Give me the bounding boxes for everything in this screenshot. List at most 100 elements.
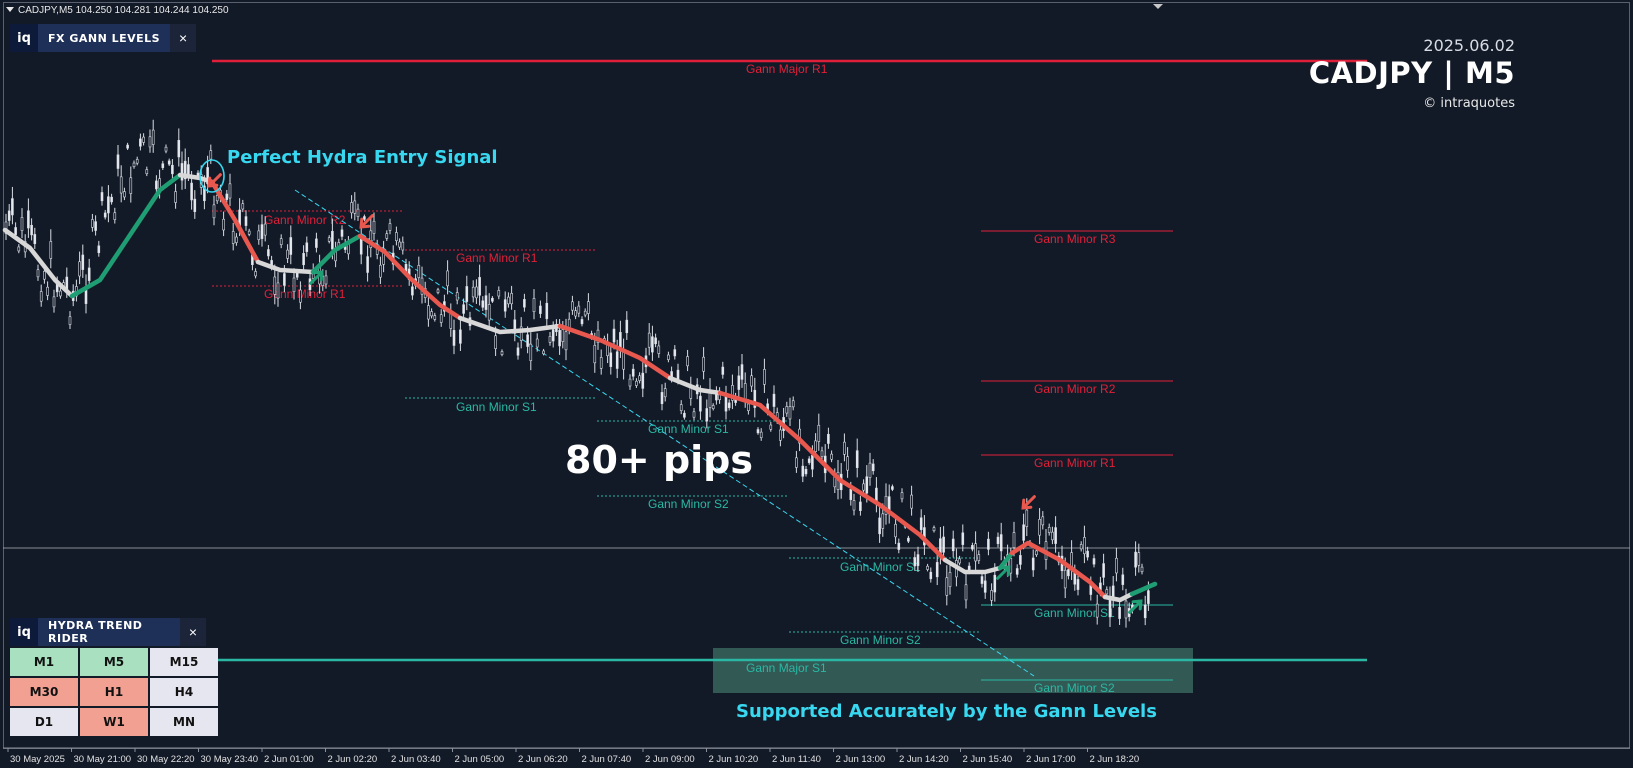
candle-body <box>532 298 536 312</box>
candle-body <box>1022 524 1025 541</box>
candle-body <box>897 542 901 550</box>
candle-body <box>263 223 267 236</box>
candle-body <box>1108 598 1112 618</box>
candle-body <box>843 441 846 455</box>
hydra-trend-segment <box>1129 581 1158 597</box>
candle-body <box>289 237 293 255</box>
candle-body <box>763 369 766 385</box>
candle-body <box>948 572 952 587</box>
candle-body <box>900 492 904 500</box>
candle-body <box>660 392 664 405</box>
candle-body <box>279 238 283 245</box>
candle-body <box>119 176 123 194</box>
close-icon[interactable]: × <box>180 618 206 646</box>
timeframe-m5[interactable]: M5 <box>80 648 148 676</box>
candle-body <box>1137 552 1141 566</box>
candle-body <box>30 224 33 236</box>
gann-minor-s2-label-4: Gann Minor S2 <box>840 633 921 647</box>
candle-body <box>247 230 251 235</box>
candle-body <box>401 241 405 251</box>
candle-body <box>628 378 632 387</box>
hydra-trend-segment <box>310 233 363 275</box>
candle-body <box>599 357 603 369</box>
time-axis-label: 2 Jun 01:00 <box>264 754 314 765</box>
gann-minor-s1-label-5: Gann Minor S1 <box>1034 606 1115 620</box>
candle-body <box>631 368 635 377</box>
candle-body <box>657 345 661 354</box>
candle-body <box>750 375 753 387</box>
timeframe-d1[interactable]: D1 <box>10 708 78 736</box>
candle-body <box>561 329 565 342</box>
sell-arrow-icon <box>207 173 222 188</box>
timeframe-w1[interactable]: W1 <box>80 708 148 736</box>
candle-body <box>17 246 21 252</box>
scroll-marker-icon[interactable] <box>1153 4 1163 9</box>
candle-body <box>910 494 913 509</box>
timeframe-m30[interactable]: M30 <box>10 678 78 706</box>
candle-body <box>487 304 491 321</box>
candle-body <box>212 204 216 219</box>
candle-body <box>1140 566 1144 573</box>
timeframe-h4[interactable]: H4 <box>150 678 218 706</box>
candle-body <box>324 275 328 285</box>
candle-body <box>97 245 101 254</box>
hydra-trend-segment <box>1009 540 1108 600</box>
candle-body <box>849 488 853 500</box>
candle-body <box>164 146 168 152</box>
caret-down-icon[interactable] <box>6 7 14 12</box>
timeframe-m1[interactable]: M1 <box>10 648 78 676</box>
candle-body <box>932 527 936 532</box>
candle-body <box>459 329 462 344</box>
hydra-trend-segment <box>997 550 1015 571</box>
gann-major-r1-label: Gann Major R1 <box>746 62 828 76</box>
close-icon[interactable]: × <box>170 24 197 52</box>
candle-body <box>372 220 376 234</box>
candle-body <box>743 383 747 400</box>
hydra-trend-segment <box>1102 591 1135 603</box>
candle-body <box>11 198 14 216</box>
candle-body <box>1079 544 1083 550</box>
time-axis-label: 2 Jun 07:40 <box>582 754 632 765</box>
candle-body <box>846 456 849 471</box>
candle-body <box>852 500 856 511</box>
hydra-panel-title[interactable]: HYDRA TREND RIDER <box>38 618 180 646</box>
time-axis-label: 30 May 23:40 <box>201 754 259 765</box>
candle-body <box>206 167 209 185</box>
candle-body <box>820 450 824 457</box>
candle-body <box>679 404 683 411</box>
gann-minor-r2-label-1: Gann Minor R2 <box>264 213 346 227</box>
candle-body <box>155 180 158 190</box>
candle-body <box>996 536 1000 544</box>
candle-body <box>222 218 225 231</box>
candle-body <box>494 335 497 349</box>
candle-body <box>52 296 56 308</box>
brand-credit: © intraquotes <box>1423 96 1515 111</box>
candle-body <box>395 232 398 242</box>
candle-body <box>663 388 667 398</box>
gann-panel-title[interactable]: FX GANN LEVELS <box>38 24 171 52</box>
time-axis-label: 30 May 21:00 <box>74 754 132 765</box>
timeframe-mn[interactable]: MN <box>150 708 218 736</box>
candle-body <box>1143 604 1147 619</box>
candle-body <box>756 429 760 434</box>
gann-minor-s2-label-3: Gann Minor S2 <box>648 497 729 511</box>
gann-minor-r1-label-1: Gann Minor R1 <box>264 287 346 301</box>
chart-symbol-title: CADJPY | M5 <box>1308 56 1515 90</box>
candle-body <box>193 198 197 212</box>
candle-body <box>1102 563 1105 578</box>
candle-body <box>753 389 757 408</box>
candle-body <box>411 286 414 296</box>
time-axis-label: 2 Jun 09:00 <box>645 754 695 765</box>
candle-body <box>43 270 46 280</box>
timeframe-h1[interactable]: H1 <box>80 678 148 706</box>
candle-body <box>807 458 811 463</box>
candle-body <box>529 343 533 361</box>
time-axis-label: 2 Jun 10:20 <box>709 754 759 765</box>
candle-body <box>500 351 504 355</box>
candle-body <box>727 402 731 409</box>
candle-body <box>587 301 590 314</box>
candle-body <box>510 293 513 305</box>
timeframe-m15[interactable]: M15 <box>150 648 218 676</box>
candle-body <box>683 412 686 418</box>
